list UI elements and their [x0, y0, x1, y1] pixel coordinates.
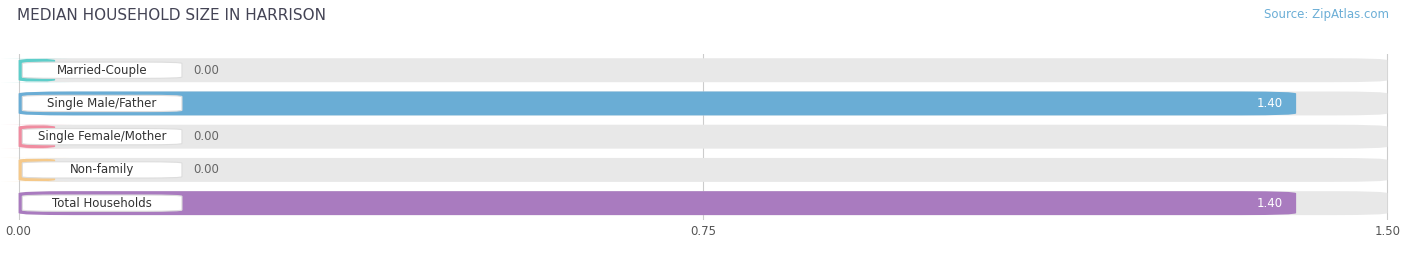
FancyBboxPatch shape: [22, 62, 181, 78]
FancyBboxPatch shape: [18, 91, 1388, 116]
FancyBboxPatch shape: [0, 125, 73, 149]
Text: 0.00: 0.00: [193, 163, 219, 176]
Text: Married-Couple: Married-Couple: [56, 64, 148, 77]
FancyBboxPatch shape: [22, 162, 181, 178]
FancyBboxPatch shape: [0, 58, 73, 82]
FancyBboxPatch shape: [0, 158, 73, 182]
FancyBboxPatch shape: [22, 95, 181, 111]
FancyBboxPatch shape: [22, 195, 181, 211]
FancyBboxPatch shape: [18, 191, 1388, 215]
Text: 0.00: 0.00: [193, 64, 219, 77]
Text: Single Female/Mother: Single Female/Mother: [38, 130, 166, 143]
Text: 0.00: 0.00: [193, 130, 219, 143]
Text: Single Male/Father: Single Male/Father: [48, 97, 157, 110]
Text: 1.40: 1.40: [1257, 197, 1282, 210]
FancyBboxPatch shape: [18, 158, 1388, 182]
Text: Source: ZipAtlas.com: Source: ZipAtlas.com: [1264, 8, 1389, 21]
FancyBboxPatch shape: [18, 58, 1388, 82]
FancyBboxPatch shape: [18, 191, 1296, 215]
FancyBboxPatch shape: [22, 129, 181, 145]
FancyBboxPatch shape: [18, 91, 1296, 116]
Text: MEDIAN HOUSEHOLD SIZE IN HARRISON: MEDIAN HOUSEHOLD SIZE IN HARRISON: [17, 8, 326, 23]
Text: Non-family: Non-family: [70, 163, 135, 176]
Text: Total Households: Total Households: [52, 197, 152, 210]
FancyBboxPatch shape: [18, 125, 1388, 149]
Text: 1.40: 1.40: [1257, 97, 1282, 110]
